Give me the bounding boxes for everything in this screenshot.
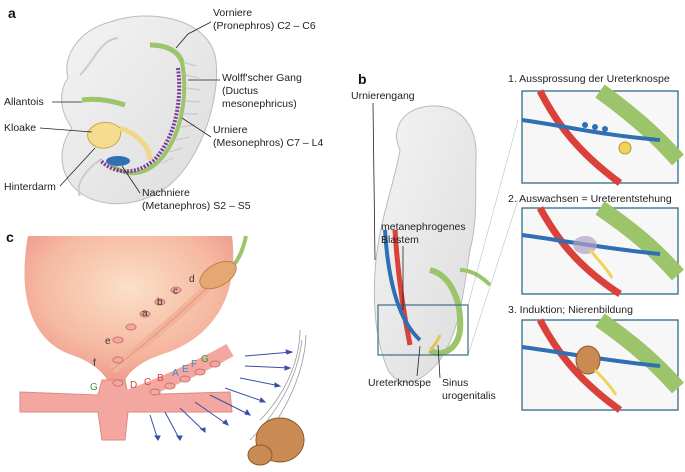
panel-b-zoom-box: [377, 304, 469, 356]
label-urnierengang: Urnierengang: [351, 90, 415, 102]
panel-c-letters: a b c d e f G D C B A E F G: [90, 274, 209, 393]
step-2-title: 2. Auswachsen = Ureterentstehung: [508, 193, 672, 205]
label-wolff: Wolff'scher Gang: [222, 72, 302, 84]
letter-e: e: [105, 336, 111, 347]
letter-C: C: [144, 377, 151, 388]
label-hinterdarm: Hinterdarm: [4, 181, 56, 193]
label-nachniere: Nachniere: [142, 187, 190, 199]
letter-a: a: [142, 308, 148, 319]
step-3-title: 3. Induktion; Nierenbildung: [508, 304, 633, 316]
step-2: 2. Auswachsen = Ureterentstehung: [508, 193, 684, 297]
label-ductus: (Ductus: [222, 85, 258, 97]
panel-c-appendage: [199, 260, 237, 290]
panel-a: a Vorniere (Pronephros) C2 – C6 Wolff'sc…: [4, 5, 323, 212]
label-allantois: Allantois: [4, 96, 44, 108]
letter-E: E: [182, 364, 189, 375]
label-urniere: Urniere: [213, 124, 248, 136]
label-mesonephricus: mesonephricus): [222, 98, 297, 110]
letter-c: c: [173, 286, 178, 297]
panel-a-pronephros: [149, 42, 185, 64]
panel-c-buds: [112, 286, 182, 387]
panel-c: c: [6, 229, 307, 466]
panel-b-green-duct: [428, 267, 464, 357]
label-metanephros: (Metanephros) S2 – S5: [142, 200, 251, 212]
panel-a-letter: a: [8, 5, 16, 21]
letter-g-left: G: [90, 382, 98, 393]
letter-B: B: [157, 373, 164, 384]
letter-f: f: [93, 358, 96, 369]
letter-F: F: [191, 359, 197, 370]
label-vorniere: Vorniere: [213, 7, 252, 19]
panel-a-hindgut: [87, 122, 122, 149]
panel-c-ureter: [122, 343, 234, 405]
step-3: 3. Induktion; Nierenbildung: [508, 304, 684, 413]
letter-b: b: [157, 297, 163, 308]
step-1-title: 1. Aussprossung der Ureterknospe: [508, 73, 670, 85]
label-kloake: Kloake: [4, 122, 36, 134]
panel-c-ureter-buds: [149, 360, 221, 396]
panel-a-metanephros: [106, 156, 130, 166]
label-mesonephros: (Mesonephros) C7 – L4: [213, 137, 323, 149]
label-blastem-2: Blastem: [381, 234, 419, 246]
label-sinus: Sinus: [442, 377, 468, 389]
panel-a-mesonephros: [98, 67, 182, 174]
letter-D: D: [130, 380, 137, 391]
label-ureterknospe: Ureterknospe: [368, 377, 431, 389]
panel-b: b Urnierengang metanephrogenes Blastem U…: [351, 71, 684, 413]
panel-b-red-vessel: [392, 229, 413, 346]
panel-c-urethra: [19, 379, 233, 441]
letter-A: A: [172, 368, 179, 379]
label-blastem-1: metanephrogenes: [381, 221, 466, 233]
panel-b-blue-duct: [383, 229, 422, 342]
panel-c-bladder: [24, 236, 234, 385]
step-1: 1. Aussprossung der Ureterknospe: [508, 73, 684, 186]
label-urogenitalis: urogenitalis: [442, 390, 496, 402]
panel-b-letter: b: [358, 71, 367, 87]
panel-a-wolff-duct: [106, 61, 187, 176]
panel-c-arrows: [149, 349, 294, 441]
letter-d: d: [189, 274, 195, 285]
panel-a-allantois: [81, 96, 126, 108]
label-pronephros: (Pronephros) C2 – C6: [213, 20, 316, 32]
panel-a-somites: [161, 61, 201, 164]
letter-G: G: [201, 354, 209, 365]
panel-a-embryo: [61, 15, 218, 205]
panel-c-letter: c: [6, 229, 14, 245]
